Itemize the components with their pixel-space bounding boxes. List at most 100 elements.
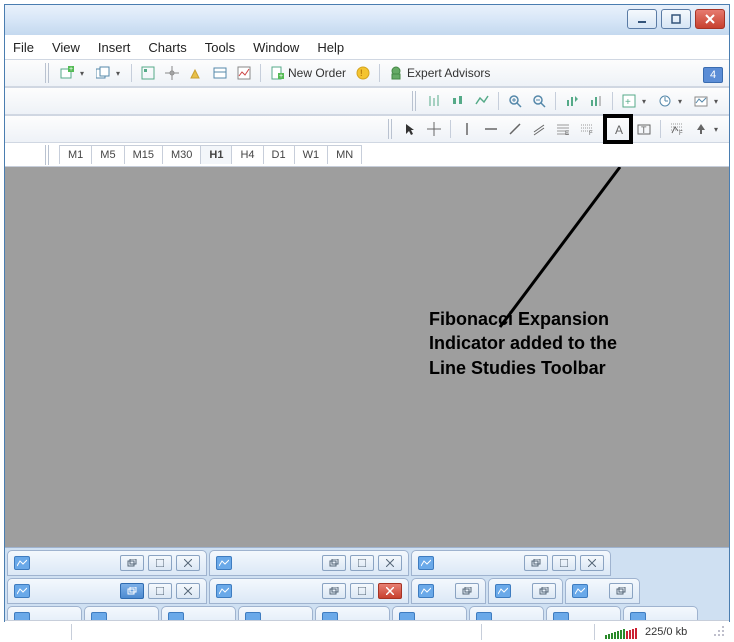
chart-icon — [216, 556, 232, 570]
tab-close-icon[interactable] — [580, 555, 604, 571]
chart-tab[interactable] — [7, 550, 207, 576]
close-button[interactable] — [695, 9, 725, 29]
tf-m30[interactable]: M30 — [162, 145, 200, 164]
alerts-badge[interactable]: 4 — [703, 67, 723, 83]
tab-maximize-icon[interactable] — [552, 555, 576, 571]
chart-tab[interactable] — [84, 606, 159, 620]
fibonacci-expansion-button[interactable]: F — [666, 118, 688, 140]
resize-grip[interactable] — [713, 625, 727, 639]
bar-chart-button[interactable] — [423, 90, 445, 112]
chart-shift-button[interactable] — [585, 90, 607, 112]
tab-restore-icon[interactable] — [120, 583, 144, 599]
new-order-button[interactable]: + New Order — [266, 62, 350, 84]
tf-h4[interactable]: H4 — [231, 145, 262, 164]
chart-tab[interactable] — [623, 606, 698, 620]
arrows-button[interactable] — [690, 118, 724, 140]
menu-view[interactable]: View — [52, 40, 80, 55]
fibonacci-fan-button[interactable]: F — [576, 118, 598, 140]
tab-restore-icon[interactable] — [532, 583, 556, 599]
chart-tab[interactable] — [315, 606, 390, 620]
tab-restore-icon[interactable] — [609, 583, 633, 599]
text-label-button[interactable]: T — [633, 118, 655, 140]
chart-tab[interactable] — [411, 578, 486, 604]
minimize-button[interactable] — [627, 9, 657, 29]
tab-maximize-icon[interactable] — [350, 555, 374, 571]
tf-w1[interactable]: W1 — [294, 145, 328, 164]
tab-restore-icon[interactable] — [455, 583, 479, 599]
tf-m1[interactable]: M1 — [59, 145, 91, 164]
tab-close-icon[interactable] — [378, 583, 402, 599]
expert-advisors-button[interactable]: Expert Advisors — [385, 62, 494, 84]
svg-text:E: E — [565, 131, 569, 136]
chart-tab[interactable] — [488, 578, 563, 604]
tab-restore-icon[interactable] — [524, 555, 548, 571]
navigator-button[interactable] — [161, 62, 183, 84]
new-chart-button[interactable]: + — [56, 62, 90, 84]
templates-button[interactable] — [690, 90, 724, 112]
tab-maximize-icon[interactable] — [350, 583, 374, 599]
tab-close-icon[interactable] — [176, 555, 200, 571]
menu-charts[interactable]: Charts — [148, 40, 186, 55]
indicators-button[interactable]: + — [618, 90, 652, 112]
menu-help[interactable]: Help — [317, 40, 344, 55]
chart-tab-active[interactable] — [209, 578, 409, 604]
tab-restore-icon[interactable] — [322, 583, 346, 599]
tab-restore-icon[interactable] — [120, 555, 144, 571]
market-watch-button[interactable] — [137, 62, 159, 84]
chart-icon — [14, 556, 30, 570]
tf-m5[interactable]: M5 — [91, 145, 123, 164]
zoom-in-button[interactable] — [504, 90, 526, 112]
tab-restore-icon[interactable] — [322, 555, 346, 571]
chart-tab[interactable] — [392, 606, 467, 620]
chart-tab[interactable] — [238, 606, 313, 620]
menu-file[interactable]: File — [13, 40, 34, 55]
annotation-highlight-box — [603, 114, 633, 144]
menu-tools[interactable]: Tools — [205, 40, 235, 55]
chart-tab[interactable] — [565, 578, 640, 604]
vertical-line-button[interactable] — [456, 118, 478, 140]
terminal-button[interactable] — [209, 62, 231, 84]
chart-tab[interactable] — [469, 606, 544, 620]
tf-d1[interactable]: D1 — [263, 145, 294, 164]
chart-tab[interactable] — [161, 606, 236, 620]
chart-tab[interactable] — [7, 606, 82, 620]
toolbar-charts: + — [5, 87, 729, 115]
toolbar-grip[interactable] — [388, 119, 394, 139]
tab-maximize-icon[interactable] — [148, 555, 172, 571]
tab-close-icon[interactable] — [378, 555, 402, 571]
chart-tab[interactable] — [7, 578, 207, 604]
chart-tab[interactable] — [209, 550, 409, 576]
toolbar-grip[interactable] — [45, 145, 51, 165]
strategy-tester-button[interactable] — [233, 62, 255, 84]
tf-m15[interactable]: M15 — [124, 145, 162, 164]
candlestick-button[interactable] — [447, 90, 469, 112]
chart-tab[interactable] — [411, 550, 611, 576]
equidistant-channel-button[interactable] — [528, 118, 550, 140]
cursor-button[interactable] — [399, 118, 421, 140]
chart-icon — [630, 612, 646, 620]
tab-maximize-icon[interactable] — [148, 583, 172, 599]
data-window-button[interactable] — [185, 62, 207, 84]
chart-icon — [216, 584, 232, 598]
toolbar-grip[interactable] — [412, 91, 418, 111]
maximize-button[interactable] — [661, 9, 691, 29]
chart-tab[interactable] — [546, 606, 621, 620]
chart-icon — [322, 612, 338, 620]
periodicity-button[interactable] — [654, 90, 688, 112]
profiles-button[interactable] — [92, 62, 126, 84]
trendline-button[interactable] — [504, 118, 526, 140]
crosshair-button[interactable] — [423, 118, 445, 140]
toolbar-grip[interactable] — [45, 63, 51, 83]
titlebar — [5, 5, 729, 35]
metaquotes-button[interactable]: ! — [352, 62, 374, 84]
auto-scroll-button[interactable] — [561, 90, 583, 112]
tf-h1[interactable]: H1 — [200, 145, 231, 164]
line-chart-button[interactable] — [471, 90, 493, 112]
menu-insert[interactable]: Insert — [98, 40, 131, 55]
tf-mn[interactable]: MN — [327, 145, 362, 164]
menu-window[interactable]: Window — [253, 40, 299, 55]
fibonacci-retracement-button[interactable]: E — [552, 118, 574, 140]
tab-close-icon[interactable] — [176, 583, 200, 599]
horizontal-line-button[interactable] — [480, 118, 502, 140]
zoom-out-button[interactable] — [528, 90, 550, 112]
